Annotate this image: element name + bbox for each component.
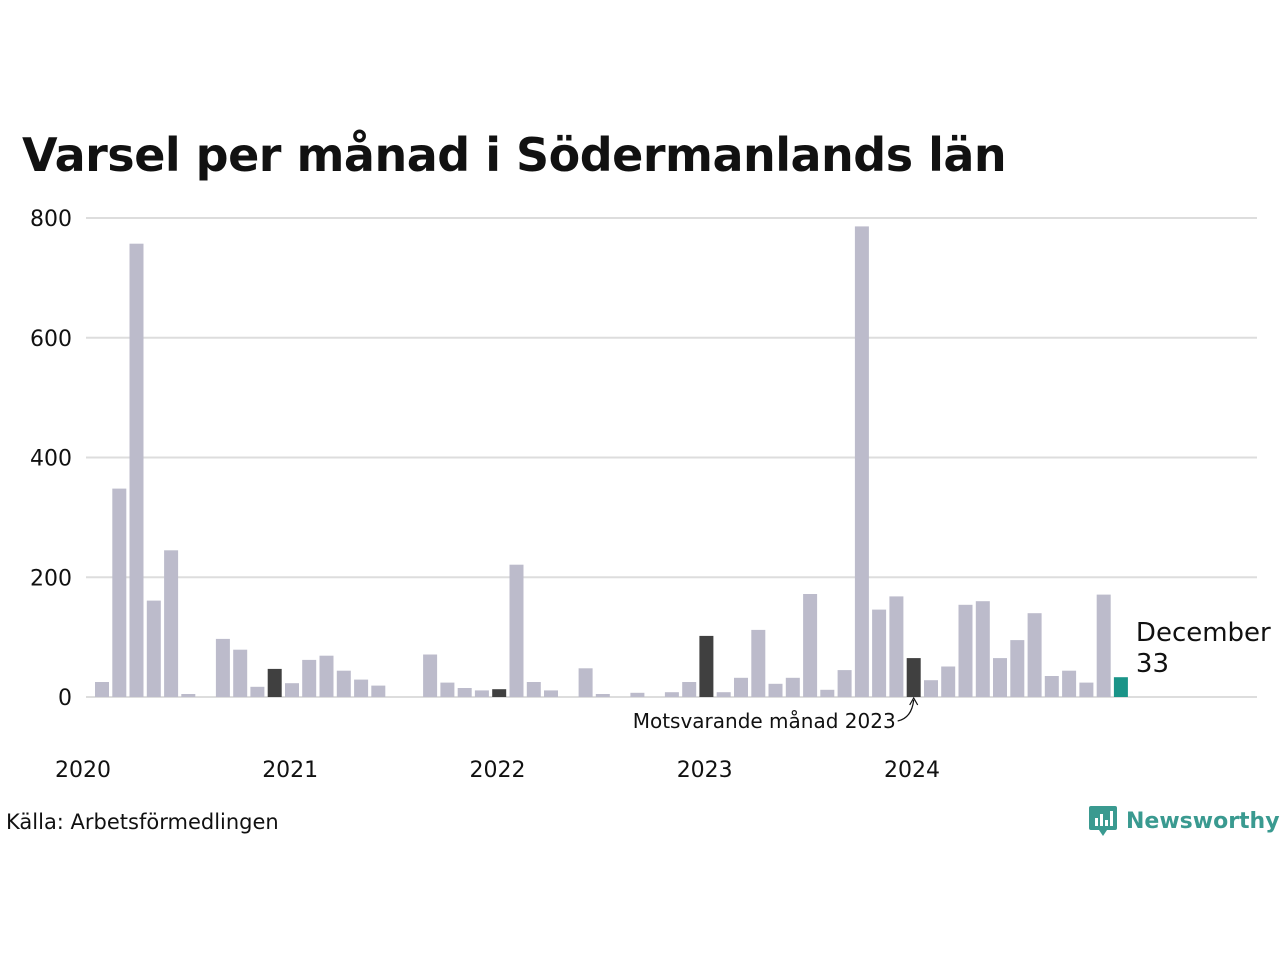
bar xyxy=(233,649,248,697)
bar xyxy=(95,682,109,697)
chart-title: Varsel per månad i Södermanlands län xyxy=(22,128,1007,182)
newsworthy-logo-icon xyxy=(1089,806,1117,836)
bar xyxy=(578,668,593,697)
bar xyxy=(146,600,161,697)
bars xyxy=(95,226,1128,697)
brand-name: Newsworthy xyxy=(1126,808,1280,834)
bar xyxy=(975,601,990,697)
bar xyxy=(820,689,835,697)
bar xyxy=(630,692,645,697)
bar xyxy=(181,694,196,697)
bar xyxy=(751,629,766,697)
bar xyxy=(302,659,317,697)
bar xyxy=(924,680,938,697)
bar xyxy=(993,658,1007,697)
last-month-label: December xyxy=(1136,618,1271,648)
bar xyxy=(1113,677,1128,697)
brand-logo: Newsworthy xyxy=(1088,804,1280,838)
bar xyxy=(423,654,438,697)
y-tick-label: 0 xyxy=(58,686,72,711)
bar xyxy=(958,604,973,697)
bar xyxy=(785,677,800,697)
bar xyxy=(1010,640,1025,697)
last-value: 33 xyxy=(1136,649,1169,679)
y-tick-label: 400 xyxy=(30,447,72,472)
bar xyxy=(285,683,299,697)
bar xyxy=(872,609,887,697)
y-tick-label: 800 xyxy=(30,207,72,232)
bar xyxy=(1096,594,1111,697)
bar xyxy=(906,658,921,697)
bar xyxy=(595,694,610,697)
bar xyxy=(1027,613,1042,697)
bar xyxy=(941,666,956,697)
bar xyxy=(112,488,127,697)
bar xyxy=(803,594,818,697)
bar xyxy=(215,638,230,697)
bar xyxy=(837,670,852,697)
bar xyxy=(457,688,472,697)
bar xyxy=(474,690,489,697)
bar xyxy=(509,564,524,697)
y-tick-label: 600 xyxy=(30,327,72,352)
annotation-arrow xyxy=(897,699,915,722)
bar xyxy=(440,682,455,697)
annotation: Motsvarande månad 2023 xyxy=(633,696,919,733)
bar xyxy=(371,685,386,697)
bar-chart: 0 200 400 600 800 2020 2021 2022 2023 2024 Motsv… xyxy=(30,207,1271,783)
bar xyxy=(267,668,282,697)
bar xyxy=(526,682,541,697)
bar xyxy=(129,243,144,697)
bar xyxy=(336,670,351,697)
x-tick-label: 2023 xyxy=(677,758,733,783)
bar xyxy=(664,692,679,697)
bar xyxy=(1079,682,1094,697)
bar xyxy=(492,689,507,697)
bar xyxy=(319,655,334,697)
x-axis: 2020 2021 2022 2023 2024 xyxy=(55,758,940,783)
bar xyxy=(768,683,783,697)
x-tick-label: 2024 xyxy=(884,758,940,783)
bar xyxy=(699,635,714,697)
x-tick-label: 2022 xyxy=(470,758,526,783)
bar xyxy=(164,550,179,697)
annotation-text: Motsvarande månad 2023 xyxy=(633,709,896,733)
bar xyxy=(544,690,558,697)
bar xyxy=(734,677,748,697)
bar xyxy=(889,596,904,697)
x-tick-label: 2021 xyxy=(262,758,318,783)
source-note: Källa: Arbetsförmedlingen xyxy=(6,810,279,834)
annotation-arrowhead xyxy=(909,696,919,706)
bar xyxy=(250,686,265,697)
y-axis: 0 200 400 600 800 xyxy=(30,207,72,711)
bar xyxy=(716,692,731,697)
bar xyxy=(1062,670,1077,697)
grid-lines xyxy=(86,217,1257,698)
bar xyxy=(1044,676,1059,697)
bar xyxy=(854,226,869,697)
y-tick-label: 200 xyxy=(30,566,72,591)
bar xyxy=(354,679,369,697)
x-tick-label: 2020 xyxy=(55,758,111,783)
bar xyxy=(682,682,697,697)
